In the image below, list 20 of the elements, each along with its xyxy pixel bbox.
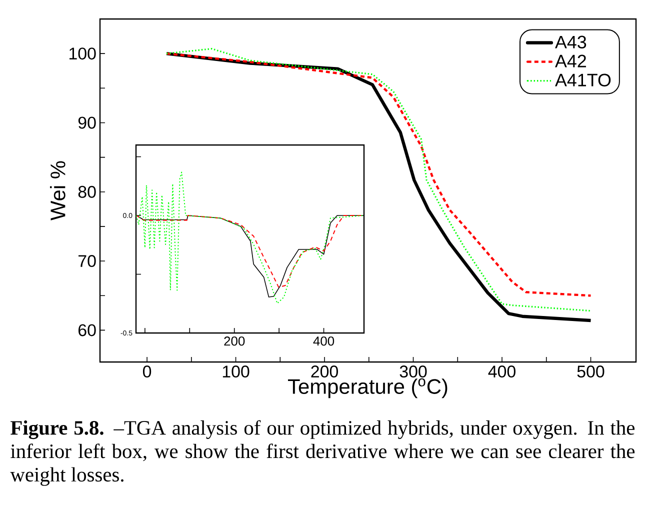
y-tick-label: 90 <box>78 116 96 129</box>
x-tick-label: 300 <box>400 366 427 378</box>
x-tick-label: 200 <box>224 336 245 346</box>
legend-label: A42 <box>555 54 586 68</box>
x-axis-title: Temperature ($^{o}$C) <box>288 378 448 398</box>
x-tick-label: 100 <box>222 366 250 378</box>
legend-label: A41TO <box>555 74 611 86</box>
y-tick-label: 70 <box>78 255 96 268</box>
text: Figure 5.8. –TGA analysis of our optimized hybrids, under oxygen. In the inferior left box, we show the first derivative where we can see clearer the weight losses. <box>10 420 635 486</box>
legend-label: A43 <box>555 36 586 48</box>
x-tick-label: 500 <box>577 366 604 378</box>
y-axis-title: Wei % <box>50 161 66 220</box>
x-tick-label: 400 <box>488 366 516 378</box>
x-tick-label: 400 <box>313 336 334 346</box>
line-series <box>136 172 364 304</box>
x-tick-label: 200 <box>311 366 338 378</box>
y-tick-label: 100 <box>70 48 96 60</box>
y-tick-label: 60 <box>78 324 96 336</box>
x-tick-label: 0 <box>142 366 152 378</box>
y-tick-label: 80 <box>78 186 96 198</box>
